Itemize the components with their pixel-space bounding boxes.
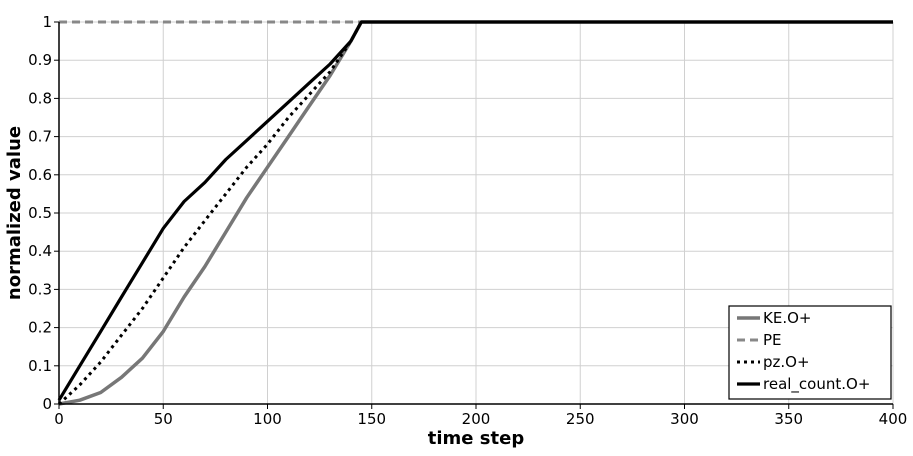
legend-label: KE.O+ xyxy=(763,309,811,327)
x-axis-title: time step xyxy=(428,428,525,449)
x-tick-label: 350 xyxy=(774,410,803,428)
x-tick-label: 100 xyxy=(253,410,282,428)
series-line-pz-o- xyxy=(57,20,893,406)
x-tick-label: 300 xyxy=(670,410,699,428)
y-tick-label: 0.8 xyxy=(28,89,52,107)
x-tick-label: 400 xyxy=(879,410,908,428)
x-tick-label: 200 xyxy=(462,410,491,428)
legend-label: PE xyxy=(763,331,782,349)
y-tick-label: 0.5 xyxy=(28,204,52,222)
series-layer xyxy=(57,20,893,406)
legend: KE.O+ PE pz.O+ real_count.O+ xyxy=(728,305,892,400)
x-ticks: 0 50 100 150 200 250 300 350 400 xyxy=(54,404,907,428)
legend-label: real_count.O+ xyxy=(763,375,870,394)
y-tick-label: 0.6 xyxy=(28,166,52,184)
x-tick-label: 0 xyxy=(54,410,64,428)
y-tick-label: 0.9 xyxy=(28,51,52,69)
y-tick-label: 0.2 xyxy=(28,319,52,337)
y-ticks: 0 0.1 0.2 0.3 0.4 0.5 0.6 0.7 0.8 0.9 1 xyxy=(28,13,59,413)
y-tick-label: 0 xyxy=(42,395,52,413)
legend-label: pz.O+ xyxy=(763,353,810,371)
x-tick-label: 50 xyxy=(154,410,173,428)
y-tick-label: 1 xyxy=(42,13,52,31)
y-axis-title: normalized value xyxy=(4,126,25,300)
y-tick-label: 0.3 xyxy=(28,280,52,298)
y-tick-label: 0.7 xyxy=(28,128,52,146)
y-tick-label: 0.4 xyxy=(28,242,52,260)
series-line-real-count-o- xyxy=(57,20,893,402)
x-tick-label: 150 xyxy=(357,410,386,428)
y-tick-label: 0.1 xyxy=(28,357,52,375)
x-tick-label: 250 xyxy=(566,410,595,428)
